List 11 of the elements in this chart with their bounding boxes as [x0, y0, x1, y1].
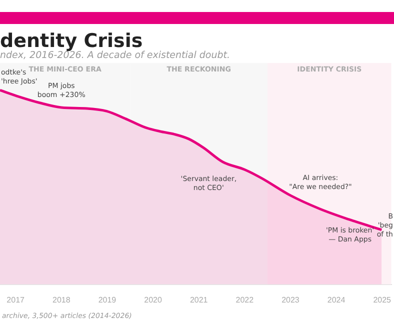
x-tick-label: 2020 — [144, 295, 162, 304]
x-tick-label: 2022 — [236, 295, 254, 304]
chart-subtitle: ndex, 2016-2026. A decade of existential doubt. — [0, 50, 230, 61]
x-tick-label: 2023 — [282, 295, 300, 304]
chart-title: dentity Crisis — [0, 30, 143, 52]
x-tick-label: 2025 — [373, 295, 392, 304]
x-tick-label: 2017 — [6, 295, 26, 304]
x-tick-label: 2021 — [190, 295, 208, 304]
x-tick-label: 2024 — [327, 295, 346, 304]
x-tick-label: 2019 — [98, 295, 117, 304]
x-tick-label: 2018 — [52, 295, 71, 304]
